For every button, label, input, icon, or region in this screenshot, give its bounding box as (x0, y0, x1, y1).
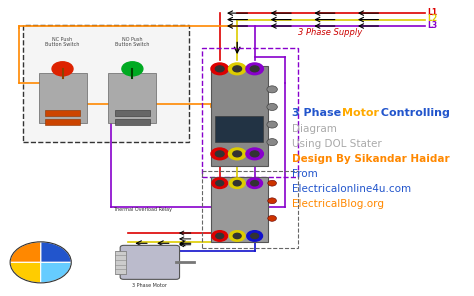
Circle shape (233, 66, 242, 72)
Text: From: From (292, 169, 318, 179)
Text: Design By Sikandar Haidar: Design By Sikandar Haidar (292, 154, 449, 164)
Circle shape (247, 231, 263, 241)
Text: Diagram: Diagram (292, 124, 337, 134)
Circle shape (251, 233, 259, 239)
Circle shape (233, 181, 241, 186)
Circle shape (247, 178, 263, 189)
Circle shape (267, 103, 277, 110)
Circle shape (228, 63, 246, 75)
Text: Motor: Motor (342, 108, 379, 118)
Circle shape (267, 139, 277, 146)
Text: L1: L1 (427, 8, 437, 17)
Text: L2: L2 (427, 15, 437, 23)
Text: NC Push
Button Switch: NC Push Button Switch (46, 37, 80, 47)
Text: L3: L3 (427, 21, 437, 30)
FancyBboxPatch shape (115, 251, 126, 274)
Circle shape (212, 178, 228, 189)
Bar (23, 25, 189, 142)
FancyBboxPatch shape (120, 245, 180, 279)
Circle shape (52, 62, 73, 76)
Circle shape (216, 181, 224, 186)
Circle shape (246, 148, 264, 160)
Circle shape (250, 66, 259, 72)
Circle shape (233, 151, 242, 157)
FancyBboxPatch shape (45, 119, 80, 125)
Text: 3 Phase Motor: 3 Phase Motor (132, 283, 167, 288)
Circle shape (267, 86, 277, 93)
Circle shape (268, 198, 276, 204)
Circle shape (229, 178, 245, 189)
Circle shape (211, 63, 228, 75)
Circle shape (122, 62, 143, 76)
Text: 3 Phase: 3 Phase (292, 108, 345, 118)
Circle shape (212, 231, 228, 241)
Circle shape (228, 148, 246, 160)
Circle shape (216, 233, 224, 239)
FancyBboxPatch shape (215, 116, 264, 142)
Circle shape (211, 148, 228, 160)
Text: Thermal Overload Relay: Thermal Overload Relay (113, 207, 172, 212)
Circle shape (268, 215, 276, 221)
Text: ElectricalBlog.org: ElectricalBlog.org (292, 199, 384, 209)
FancyBboxPatch shape (45, 110, 80, 116)
Text: Electricalonline4u.com: Electricalonline4u.com (292, 184, 411, 194)
Wedge shape (10, 262, 41, 283)
FancyBboxPatch shape (211, 66, 268, 165)
Circle shape (233, 233, 241, 239)
Circle shape (250, 151, 259, 157)
Circle shape (215, 66, 224, 72)
FancyBboxPatch shape (109, 73, 156, 123)
Wedge shape (10, 242, 41, 262)
Wedge shape (41, 242, 71, 262)
Circle shape (246, 63, 264, 75)
Text: NO Push
Button Switch: NO Push Button Switch (115, 37, 150, 47)
FancyBboxPatch shape (211, 177, 268, 242)
Text: 3 Phase Supply: 3 Phase Supply (298, 28, 363, 37)
Bar (202, 171, 298, 248)
Circle shape (251, 181, 259, 186)
FancyBboxPatch shape (115, 110, 150, 116)
Circle shape (267, 121, 277, 128)
Circle shape (268, 180, 276, 186)
FancyBboxPatch shape (115, 119, 150, 125)
Wedge shape (41, 262, 71, 283)
Circle shape (229, 231, 245, 241)
Text: Using DOL Stater: Using DOL Stater (292, 139, 382, 149)
Circle shape (215, 151, 224, 157)
Text: Contactor: Contactor (227, 122, 252, 127)
Text: Controlling: Controlling (377, 108, 450, 118)
Bar (202, 48, 298, 177)
FancyBboxPatch shape (38, 73, 87, 123)
